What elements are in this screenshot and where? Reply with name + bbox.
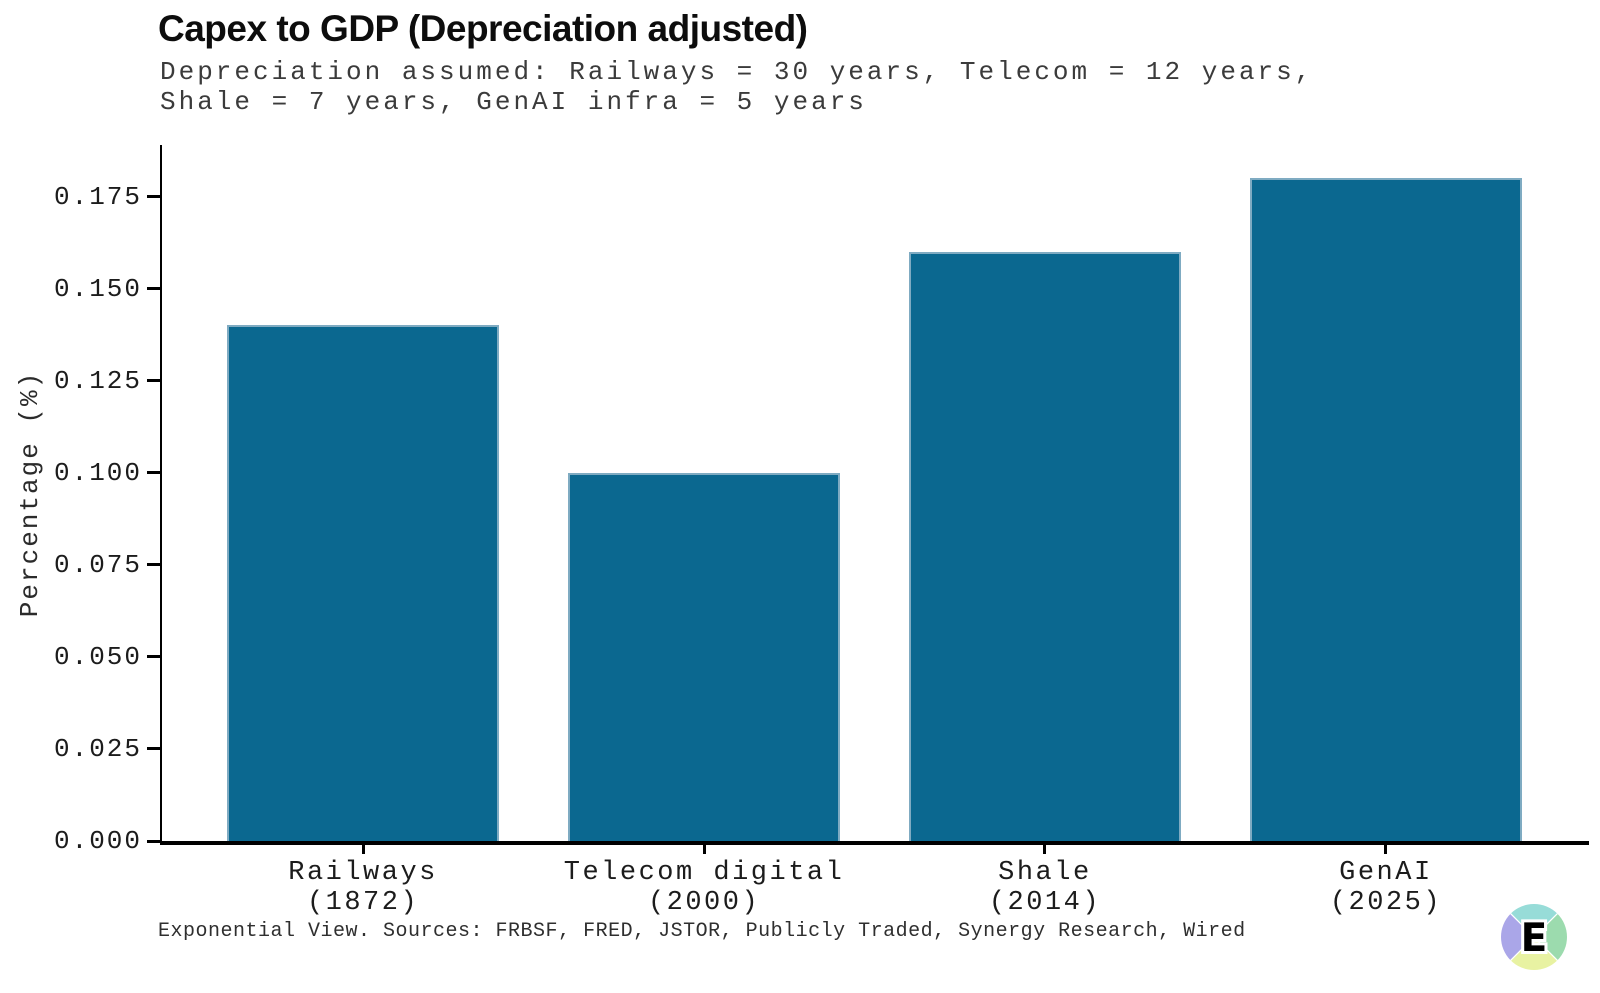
x-category-year: (1872) <box>306 888 420 918</box>
chart-subtitle-line-2: Shale = 7 years, GenAI infra = 5 years <box>160 87 867 117</box>
logo-letter: E <box>1521 916 1548 961</box>
y-tick-label: 0.050 <box>53 641 142 672</box>
y-tick-mark <box>147 195 160 199</box>
bar-genai <box>1249 178 1522 841</box>
y-axis-spine <box>160 145 162 843</box>
x-category-name: GenAI <box>1339 858 1433 888</box>
y-tick-label: 0.000 <box>53 826 142 856</box>
x-category-year: (2000) <box>647 888 761 918</box>
chart-subtitle: Depreciation assumed: Railways = 30 year… <box>160 57 1313 117</box>
y-tick-label: 0.150 <box>53 273 142 304</box>
bar-shale <box>908 251 1181 841</box>
x-tick-mark <box>361 845 365 854</box>
y-axis-ticks: 0.000 0.025 0.050 0.075 0.100 0.125 0.150 0.175 <box>0 145 160 856</box>
x-category-year: (2025) <box>1329 888 1443 918</box>
bar-railways <box>227 325 500 841</box>
x-category-name: Telecom digital <box>563 858 845 888</box>
exponential-view-logo: E <box>1501 904 1567 970</box>
x-tick-mark <box>1043 845 1047 854</box>
chart-subtitle-line-1: Depreciation assumed: Railways = 30 year… <box>160 57 1314 87</box>
y-tick-mark <box>147 655 160 659</box>
y-tick-label: 0.100 <box>53 457 142 488</box>
source-credit: Exponential View. Sources: FRBSF, FRED, … <box>158 920 1246 943</box>
y-tick-mark <box>147 471 160 475</box>
y-tick-mark <box>147 839 160 843</box>
bar-telecom-digital <box>568 472 841 841</box>
y-tick-label: 0.125 <box>53 365 142 396</box>
plot-area <box>162 145 1587 841</box>
y-tick-label: 0.075 <box>53 549 142 580</box>
x-category-label: GenAI (2025) <box>1156 858 1600 918</box>
x-category-label: Telecom digital (2000) <box>474 858 934 918</box>
x-tick-mark <box>1384 845 1388 854</box>
y-tick-mark <box>147 747 160 751</box>
x-category-year: (2014) <box>988 888 1102 918</box>
x-tick-mark <box>702 845 706 854</box>
logo-divider-lines <box>1501 904 1567 970</box>
logo-quadrant-top <box>1501 904 1567 937</box>
y-tick-mark <box>147 287 160 291</box>
chart-title: Capex to GDP (Depreciation adjusted) <box>158 8 808 49</box>
y-tick-label: 0.175 <box>53 181 142 212</box>
logo-quadrant-bottom <box>1501 937 1567 970</box>
x-category-name: Railways <box>288 858 438 888</box>
x-category-label: Shale (2014) <box>815 858 1275 918</box>
logo-quadrant-left <box>1501 904 1534 970</box>
x-axis-line <box>160 841 1589 845</box>
y-tick-label: 0.025 <box>53 733 142 764</box>
x-category-name: Shale <box>998 858 1092 888</box>
logo-quadrant-right <box>1534 904 1567 970</box>
y-tick-mark <box>147 563 160 567</box>
x-category-label: Railways (1872) <box>133 858 593 918</box>
y-tick-mark <box>147 379 160 383</box>
